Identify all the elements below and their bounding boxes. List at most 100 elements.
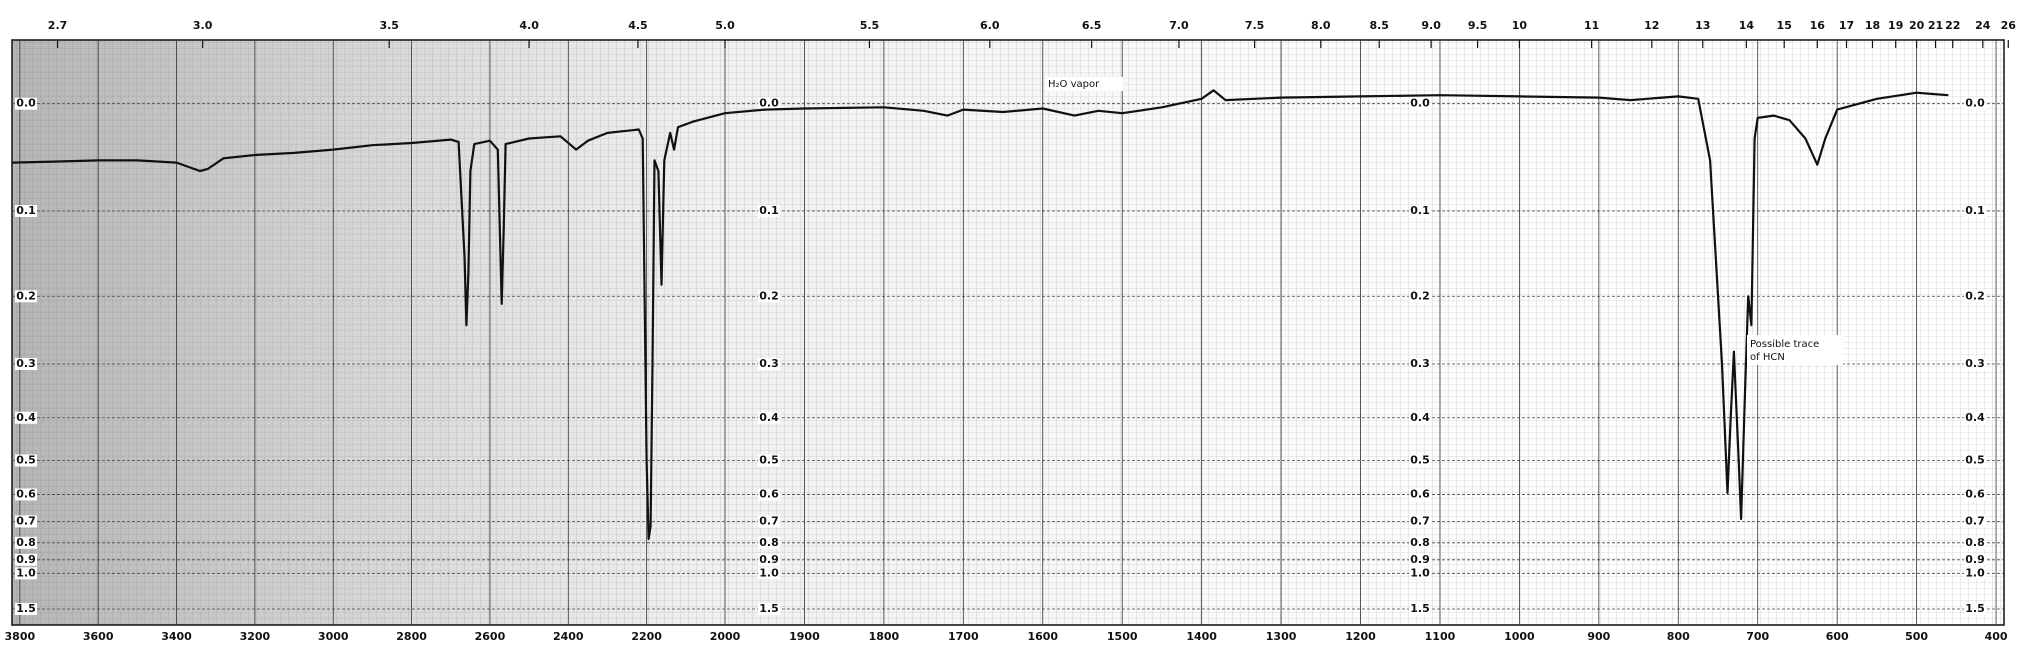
y-label-bg xyxy=(1409,97,1431,110)
y-tick-label: 1.5 xyxy=(759,602,779,615)
y-label-bg xyxy=(758,515,780,528)
plot-frame xyxy=(11,39,2005,626)
x-tick-label: 3800 xyxy=(5,630,36,643)
x2-tick-label: 8.0 xyxy=(1311,19,1331,32)
x2-tick-label: 12 xyxy=(1644,19,1659,32)
x2-tick-label: 10 xyxy=(1512,19,1528,32)
annotation: of HCN xyxy=(1750,352,1785,363)
x-tick-label: 1000 xyxy=(1504,630,1535,643)
y-tick-label: 0.1 xyxy=(759,204,779,217)
annotation: H₂O vapor xyxy=(1048,79,1100,90)
x-tick-label: 1600 xyxy=(1027,630,1058,643)
y-tick-label: 0.4 xyxy=(1410,411,1430,424)
x-tick-label: 2200 xyxy=(631,630,662,643)
y-tick-label: 0.4 xyxy=(1965,411,1985,424)
y-tick-label: 0.6 xyxy=(1965,487,1985,500)
y-tick-label: 0.9 xyxy=(1410,553,1430,566)
y-tick-label: 0.8 xyxy=(1965,536,1985,549)
y-label-bg xyxy=(15,205,37,218)
y-tick-label: 0.9 xyxy=(1965,553,1985,566)
x2-tick-label: 2.7 xyxy=(48,19,68,32)
y-label-bg xyxy=(758,603,780,616)
y-tick-label: 0.2 xyxy=(16,289,36,302)
y-tick-label: 0.8 xyxy=(1410,536,1430,549)
y-tick-label: 0.0 xyxy=(16,97,36,110)
y-label-bg xyxy=(1964,553,1986,566)
y-tick-label: 0.2 xyxy=(1965,289,1985,302)
y-label-bg xyxy=(15,97,37,110)
y-tick-label: 0.7 xyxy=(759,514,779,527)
y-tick-label: 0.0 xyxy=(759,97,779,110)
y-tick-label: 0.4 xyxy=(759,411,779,424)
y-label-bg xyxy=(1964,290,1986,303)
y-label-bg xyxy=(758,553,780,566)
x2-tick-label: 7.5 xyxy=(1245,19,1265,32)
y-label-bg xyxy=(1409,357,1431,370)
x-tick-label: 600 xyxy=(1826,630,1849,643)
y-tick-label: 0.2 xyxy=(759,289,779,302)
x-tick-label: 1500 xyxy=(1107,630,1138,643)
y-label-bg xyxy=(1964,488,1986,501)
x-tick-label: 2800 xyxy=(396,630,427,643)
y-tick-label: 1.5 xyxy=(1965,602,1985,615)
y-tick-label: 0.9 xyxy=(16,553,36,566)
x2-tick-label: 24 xyxy=(1975,19,1991,32)
y-tick-label: 0.5 xyxy=(1410,453,1430,466)
y-label-bg xyxy=(758,205,780,218)
y-label-bg xyxy=(1409,411,1431,424)
y-tick-label: 0.1 xyxy=(16,204,36,217)
x-tick-label: 2000 xyxy=(710,630,741,643)
x-tick-label: 1800 xyxy=(869,630,900,643)
y-label-bg xyxy=(15,567,37,580)
y-label-bg xyxy=(1964,411,1986,424)
y-label-bg xyxy=(758,567,780,580)
y-tick-label: 1.0 xyxy=(759,566,779,579)
y-tick-label: 0.5 xyxy=(16,453,36,466)
y-label-bg xyxy=(758,488,780,501)
y-label-bg xyxy=(1409,205,1431,218)
x2-tick-label: 9.0 xyxy=(1421,19,1441,32)
annotation-bg xyxy=(1747,335,1843,365)
y-tick-label: 0.6 xyxy=(759,487,779,500)
x2-tick-label: 26 xyxy=(2001,19,2017,32)
y-tick-label: 0.3 xyxy=(1410,357,1430,370)
x-tick-label: 2400 xyxy=(553,630,584,643)
y-tick-label: 0.6 xyxy=(1410,487,1430,500)
y-label-bg xyxy=(1964,515,1986,528)
x2-tick-label: 6.5 xyxy=(1082,19,1102,32)
y-label-bg xyxy=(1964,357,1986,370)
x2-tick-label: 14 xyxy=(1739,19,1755,32)
y-label-bg xyxy=(758,454,780,467)
y-label-bg xyxy=(758,97,780,110)
y-label-bg xyxy=(1964,536,1986,549)
x2-tick-label: 22 xyxy=(1945,19,1960,32)
y-tick-label: 0.2 xyxy=(1410,289,1430,302)
y-label-bg xyxy=(1409,567,1431,580)
y-tick-label: 0.4 xyxy=(16,411,36,424)
y-tick-label: 0.7 xyxy=(1410,514,1430,527)
y-label-bg xyxy=(1964,205,1986,218)
y-label-bg xyxy=(15,553,37,566)
y-tick-label: 0.3 xyxy=(16,357,36,370)
x-tick-label: 1900 xyxy=(789,630,820,643)
y-label-bg xyxy=(1409,603,1431,616)
y-label-bg xyxy=(1964,97,1986,110)
y-tick-label: 0.3 xyxy=(1965,357,1985,370)
x2-tick-label: 3.0 xyxy=(193,19,213,32)
spectrum-line xyxy=(11,89,1949,540)
x2-tick-label: 8.5 xyxy=(1369,19,1389,32)
y-label-bg xyxy=(15,515,37,528)
x2-tick-label: 3.5 xyxy=(379,19,399,32)
x-tick-label: 1300 xyxy=(1266,630,1297,643)
x-tick-label: 3600 xyxy=(83,630,114,643)
y-label-bg xyxy=(1409,553,1431,566)
y-label-bg xyxy=(15,536,37,549)
y-tick-label: 0.1 xyxy=(1410,204,1430,217)
x-tick-label: 1400 xyxy=(1186,630,1217,643)
y-tick-label: 0.5 xyxy=(759,453,779,466)
y-tick-label: 0.0 xyxy=(1410,97,1430,110)
x-tick-label: 900 xyxy=(1587,630,1610,643)
y-label-bg xyxy=(15,411,37,424)
